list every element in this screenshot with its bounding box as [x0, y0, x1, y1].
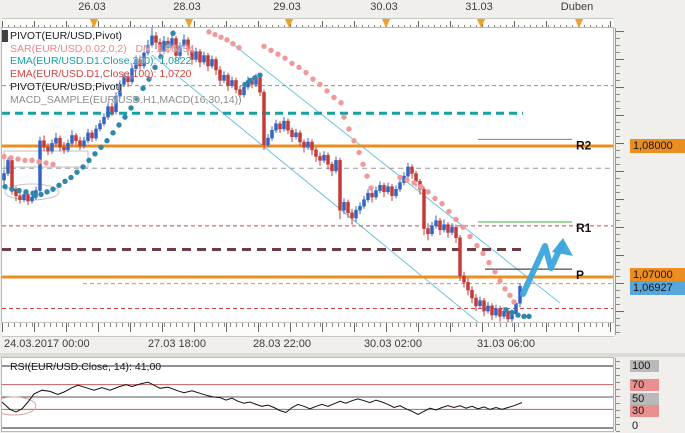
price-scale-label: 1,08000 — [630, 139, 685, 153]
top-date-axis-labels: 26.03 28.03 29.03 30.03 31.03 Duben — [0, 1, 685, 16]
price-scale-major-ticks — [616, 31, 624, 338]
top-axis-date-label: 31.03 — [465, 1, 493, 13]
panel-splitter[interactable] — [0, 353, 685, 357]
rsi-scale-label: 50 — [630, 393, 659, 405]
indicator-legend-line: MACD_SAMPLE(EUR/USD.H1,MACD(16,30,14)) — [10, 93, 242, 106]
rsi-scale-label: 70 — [630, 379, 659, 391]
svg-text:R1: R1 — [576, 221, 592, 235]
period-separator-marker-icon — [285, 19, 293, 28]
rsi-scale-label: 30 — [630, 405, 659, 417]
rsi-scale-label: 100 — [630, 360, 659, 372]
indicator-legend-line: PIVOT(EUR/USD,Pivot) — [10, 80, 123, 93]
bottom-axis-date-label: 30.03 02:00 — [363, 338, 423, 350]
period-separator-marker-icon — [382, 19, 390, 28]
bottom-scale-major-ticks — [2, 323, 614, 332]
chart-corner-handle[interactable] — [2, 30, 8, 42]
svg-text:R2: R2 — [576, 138, 592, 152]
candlestick-chart-canvas[interactable]: R2 R1 P — [2, 28, 613, 322]
rsi-legend-label: RSI(EUR/USD.Close, 14): 41,00 — [10, 361, 162, 373]
period-separator-marker-icon — [477, 19, 485, 28]
top-scale-major-ticks — [2, 21, 614, 29]
period-separator-marker-icon — [185, 19, 193, 28]
indicator-legend-line: SAR(EUR/USD,0.02,0,2) DN: 1,06734 — [10, 42, 195, 55]
indicator-legend-line: EMA(EUR/USD.D1,Close,100): 1,0720 — [10, 68, 192, 81]
top-axis-date-label: 30.03 — [370, 1, 398, 13]
svg-text:P: P — [576, 268, 584, 282]
top-axis-date-label: Duben — [560, 1, 594, 13]
indicator-legend-line: PIVOT(EUR/USD,Pivot) — [10, 30, 123, 42]
bottom-axis-date-label: 31.03 06:00 — [476, 338, 536, 350]
top-axis-date-label: 26.03 — [78, 1, 106, 13]
indicator-legend-line: EMA(EUR/USD.D1.Close,200): 1,0822 — [10, 55, 192, 68]
period-separator-marker-icon — [90, 19, 98, 28]
price-scale-axis[interactable] — [615, 28, 629, 338]
bottom-date-axis-labels: 24.03.2017 00:00 27.03 18:00 28.03 22:00 30… — [2, 338, 614, 352]
rsi-scale-ticks — [616, 361, 620, 433]
bottom-time-scale[interactable] — [2, 322, 614, 337]
rsi-scale-label: 0 — [632, 420, 639, 432]
top-axis-date-label: 28.03 — [173, 1, 201, 13]
bottom-axis-date-label: 27.03 18:00 — [147, 338, 207, 350]
indicator-legend: PIVOT(EUR/USD,Pivot) SAR(EUR/USD,0.02,0,2… — [10, 30, 242, 106]
price-scale-label: 1,06927 — [630, 281, 685, 295]
rsi-chart-canvas[interactable] — [2, 358, 613, 431]
bottom-axis-date-label: 28.03 22:00 — [252, 338, 312, 350]
bottom-axis-date-label: 24.03.2017 00:00 — [4, 338, 90, 350]
period-separator-marker-icon — [575, 19, 583, 28]
rsi-indicator-panel[interactable] — [2, 358, 613, 431]
price-scale-label: 1,07000 — [630, 268, 685, 282]
top-axis-date-label: 29.03 — [273, 1, 301, 13]
rsi-scale-axis[interactable] — [615, 358, 629, 433]
main-price-chart[interactable]: R2 R1 P — [2, 28, 613, 322]
